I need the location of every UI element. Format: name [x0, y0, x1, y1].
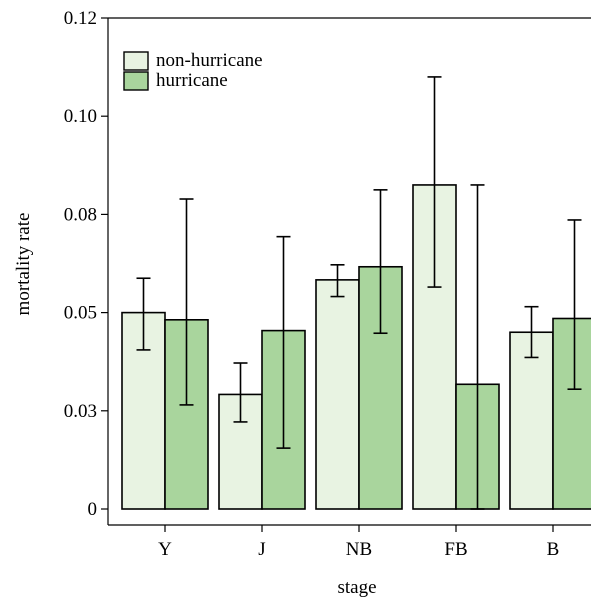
x-tick-label: NB: [346, 539, 372, 560]
bar-non-hurricane-nb: [315, 279, 360, 510]
bar-non-hurricane-b: [509, 331, 554, 510]
bar-hurricane-nb: [358, 265, 403, 510]
y-tick-label: 0.10: [64, 106, 97, 127]
legend-swatch-hurricane: [123, 71, 149, 91]
y-tick-label: 0.12: [64, 8, 97, 29]
x-tick-label: Y: [158, 539, 172, 560]
x-tick-label: FB: [444, 539, 467, 560]
y-tick-label: 0.05: [64, 303, 97, 324]
x-tick-label: B: [547, 539, 560, 560]
bars: [121, 184, 591, 510]
x-axis-title: stage: [337, 577, 376, 598]
error-bars: [136, 76, 582, 510]
legend-label: hurricane: [156, 70, 228, 91]
y-axis-title: mortality rate: [13, 213, 34, 316]
legend-label: non-hurricane: [156, 50, 263, 71]
y-tick-label: 0.03: [64, 401, 97, 422]
y-tick-label: 0.08: [64, 204, 97, 225]
y-axis: 0 0.03 0.05 0.08 0.10 0.12: [64, 8, 591, 525]
x-axis: Y J NB FB B: [108, 524, 591, 560]
legend-swatch-non-hurricane: [123, 51, 149, 71]
bar-hurricane-b: [552, 317, 591, 510]
x-tick-label: J: [258, 539, 265, 560]
y-tick-label: 0: [88, 499, 98, 520]
